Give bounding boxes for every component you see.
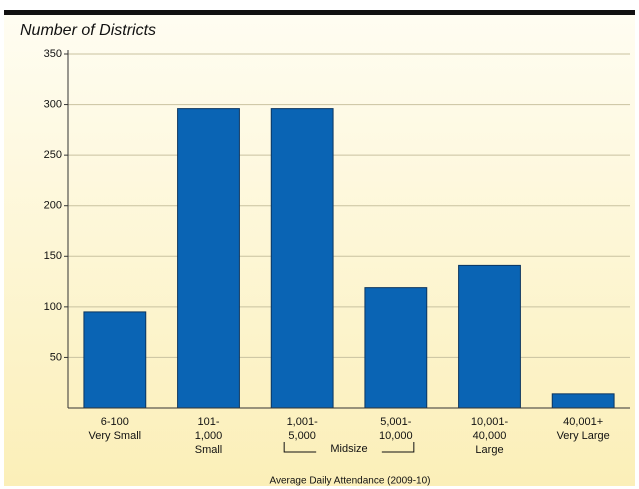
x-tick-label: Large [475,444,503,456]
bracket-right [381,442,415,453]
x-tick-label: Small [195,444,223,456]
bar [177,108,240,409]
y-tick-label: 50 [50,351,62,363]
x-tick-label: 40,000 [473,430,507,442]
x-tick-label: 1,000 [195,430,223,442]
y-tick-label: 150 [44,250,62,262]
bar [458,264,521,409]
x-tick-label: 1,001- [287,416,319,428]
bar [270,108,334,409]
x-tick-label: Very Large [557,430,610,442]
bar [364,287,428,409]
y-tick-label: 300 [44,98,62,110]
y-tick-label: 250 [44,149,62,161]
y-tick-label: 200 [44,200,62,212]
x-tick-label: 10,000 [379,430,413,442]
x-tick-label: 5,001- [380,416,412,428]
x-tick-label: 101- [197,416,219,428]
bar [83,311,147,409]
x-tick-label: 5,000 [288,430,316,442]
y-tick-label: 350 [44,48,62,60]
x-tick-label: 6-100 [101,416,129,428]
x-axis-label: Average Daily Attendance (2009-10) [269,476,430,487]
bar [551,393,615,409]
chart-title: Number of Districts [20,22,156,39]
x-tick-label: Very Small [89,430,142,442]
x-tick-label: 10,001- [471,416,509,428]
bracket-left [283,442,317,453]
top-rule [4,10,635,15]
x-tick-label: 40,001+ [563,416,603,428]
y-tick-label: 100 [44,301,62,313]
bracket-label: Midsize [330,443,367,455]
